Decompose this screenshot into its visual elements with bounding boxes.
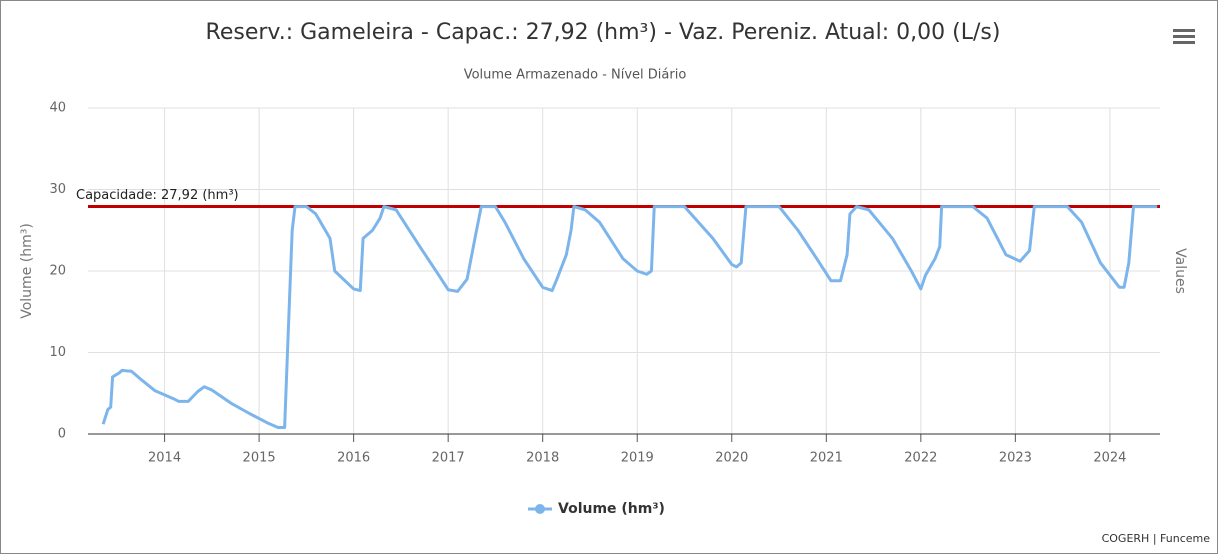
x-tick-label: 2016 bbox=[337, 451, 370, 466]
x-tick-label: 2024 bbox=[1093, 451, 1126, 466]
chart-subtitle: Volume Armazenado - Nível Diário bbox=[464, 68, 687, 83]
x-tick-label: 2021 bbox=[810, 451, 843, 466]
x-tick-label: 2020 bbox=[715, 451, 748, 466]
menu-bar bbox=[1173, 29, 1195, 32]
x-tick-label: 2019 bbox=[621, 451, 654, 466]
y-tick-label: 10 bbox=[49, 345, 66, 360]
y-axis-label: Volume (hm³) bbox=[19, 223, 35, 319]
x-tick-label: 2018 bbox=[526, 451, 559, 466]
y-tick-label: 30 bbox=[49, 182, 66, 197]
y-tick-label: 0 bbox=[58, 427, 66, 442]
credits: COGERH | Funceme bbox=[1102, 532, 1211, 545]
menu-bar bbox=[1173, 41, 1195, 44]
legend-label: Volume (hm³) bbox=[558, 501, 665, 517]
y2-axis-label: Values bbox=[1172, 248, 1188, 294]
x-tick-label: 2022 bbox=[904, 451, 937, 466]
line bbox=[101, 205, 1158, 429]
menu-bar bbox=[1173, 35, 1195, 38]
x-tick-label: 2015 bbox=[243, 451, 276, 466]
chart-title: Reserv.: Gameleira - Capac.: 27,92 (hm³)… bbox=[206, 20, 1001, 45]
x-tick-label: 2023 bbox=[999, 451, 1032, 466]
capacity-label: Capacidade: 27,92 (hm³) bbox=[76, 188, 239, 203]
x-tick-label: 2014 bbox=[148, 451, 181, 466]
y-tick-label: 20 bbox=[49, 264, 66, 279]
x-tick-label: 2017 bbox=[432, 451, 465, 466]
legend-marker bbox=[535, 504, 545, 514]
legend: Volume (hm³) bbox=[528, 501, 665, 517]
y-tick-label: 40 bbox=[49, 101, 66, 116]
menu-button[interactable] bbox=[1173, 29, 1195, 44]
